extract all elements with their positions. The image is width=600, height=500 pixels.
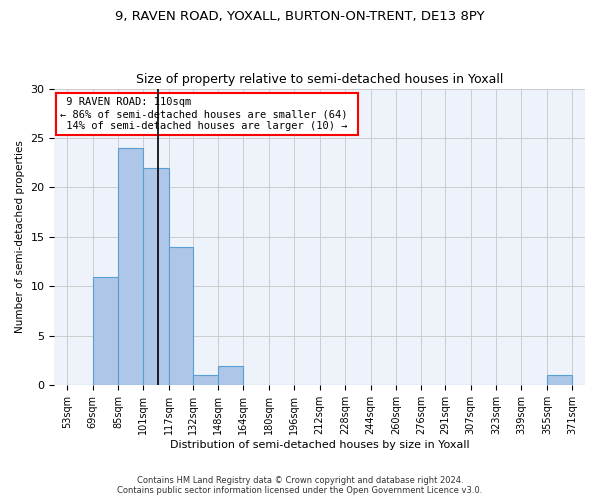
Text: 9 RAVEN ROAD: 110sqm 
← 86% of semi-detached houses are smaller (64) 
 14% of se: 9 RAVEN ROAD: 110sqm ← 86% of semi-detac… — [60, 98, 353, 130]
Bar — [169, 247, 193, 386]
Bar — [218, 366, 244, 386]
Text: 9, RAVEN ROAD, YOXALL, BURTON-ON-TRENT, DE13 8PY: 9, RAVEN ROAD, YOXALL, BURTON-ON-TRENT, … — [115, 10, 485, 23]
Bar — [143, 168, 169, 386]
Bar — [193, 376, 218, 386]
Y-axis label: Number of semi-detached properties: Number of semi-detached properties — [15, 140, 25, 334]
Text: Contains HM Land Registry data © Crown copyright and database right 2024.
Contai: Contains HM Land Registry data © Crown c… — [118, 476, 482, 495]
Bar — [547, 376, 572, 386]
X-axis label: Distribution of semi-detached houses by size in Yoxall: Distribution of semi-detached houses by … — [170, 440, 470, 450]
Bar — [118, 148, 143, 386]
Bar — [92, 276, 118, 386]
Title: Size of property relative to semi-detached houses in Yoxall: Size of property relative to semi-detach… — [136, 73, 503, 86]
